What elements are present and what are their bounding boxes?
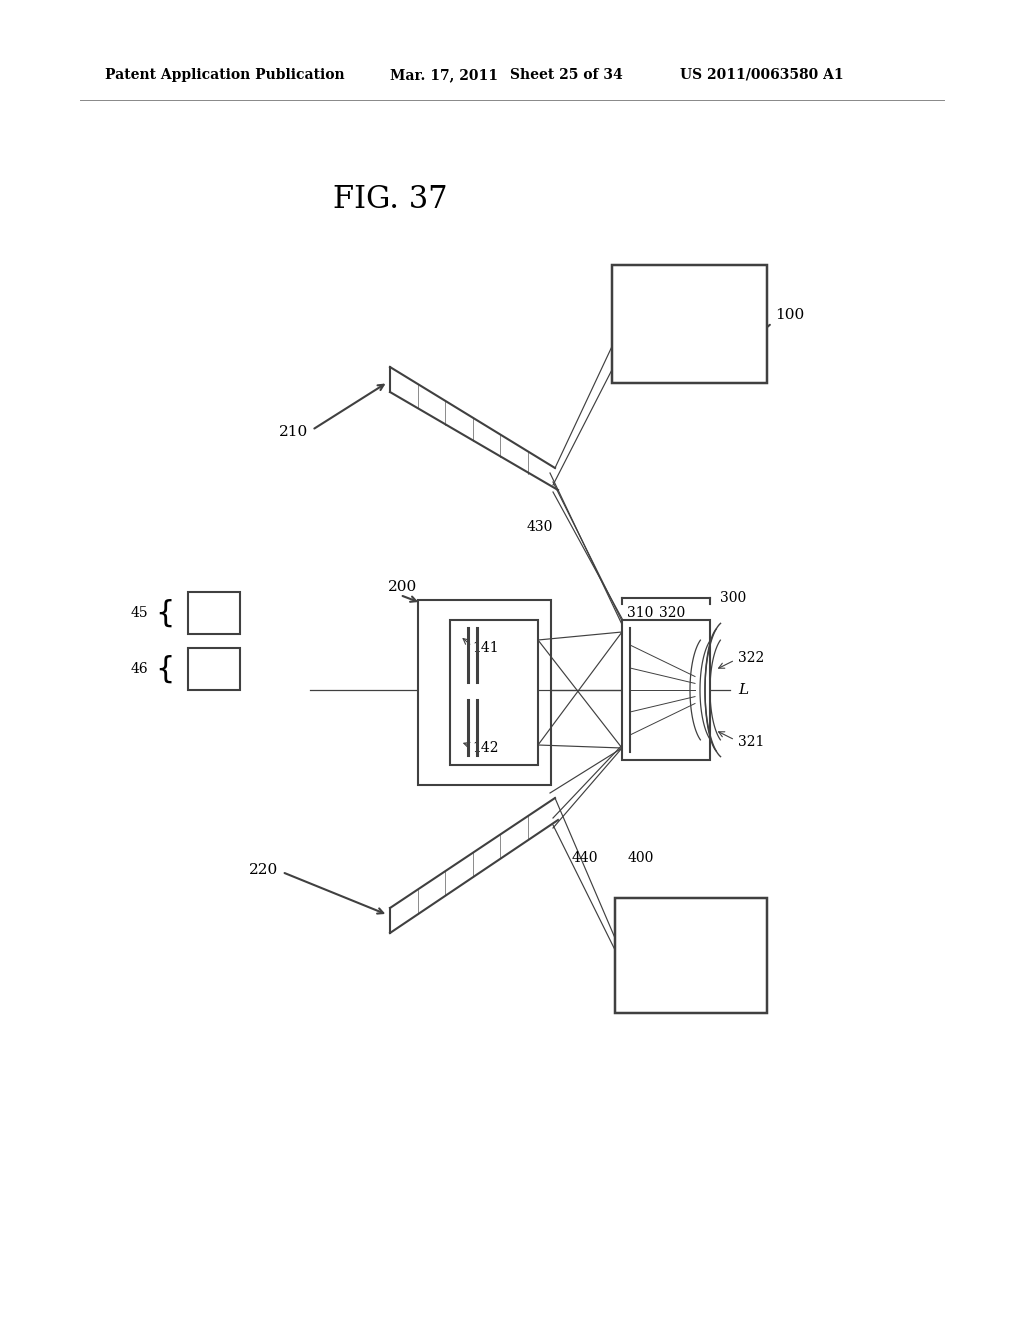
Text: 141: 141 (472, 642, 499, 655)
Text: 210: 210 (279, 425, 308, 440)
Text: F: F (664, 906, 719, 982)
Bar (450, 620, 538, 766)
Bar (418, 601, 551, 785)
Text: FIG. 37: FIG. 37 (333, 185, 447, 215)
Bar (188, 648, 240, 690)
Bar (188, 591, 240, 634)
Text: 321: 321 (738, 735, 764, 748)
Text: 220: 220 (249, 863, 278, 876)
Text: 46: 46 (130, 663, 148, 676)
Text: 320: 320 (658, 606, 685, 620)
Text: Patent Application Publication: Patent Application Publication (105, 69, 345, 82)
Text: 142: 142 (472, 741, 499, 755)
Text: Sheet 25 of 34: Sheet 25 of 34 (510, 69, 623, 82)
Bar (622, 620, 710, 760)
Text: 322: 322 (738, 651, 764, 665)
Text: 300: 300 (720, 591, 746, 605)
Text: {: { (155, 598, 174, 627)
Text: Mar. 17, 2011: Mar. 17, 2011 (390, 69, 498, 82)
Text: {: { (155, 655, 174, 684)
Text: 430: 430 (527, 520, 553, 535)
Text: P: P (660, 275, 719, 350)
Text: US 2011/0063580 A1: US 2011/0063580 A1 (680, 69, 844, 82)
Text: F: F (204, 656, 224, 682)
Text: 200: 200 (388, 579, 417, 594)
Text: L: L (738, 682, 749, 697)
Text: 440: 440 (572, 851, 598, 865)
Text: 310: 310 (627, 606, 653, 620)
Bar (612, 265, 767, 383)
Bar (615, 898, 767, 1012)
Text: P: P (204, 599, 224, 627)
Text: FRONT SIDE: FRONT SIDE (647, 360, 732, 374)
Text: FRONT SIDE: FRONT SIDE (648, 990, 733, 1003)
Text: 100: 100 (775, 308, 804, 322)
Text: 45: 45 (130, 606, 148, 620)
Text: 400: 400 (628, 851, 654, 865)
